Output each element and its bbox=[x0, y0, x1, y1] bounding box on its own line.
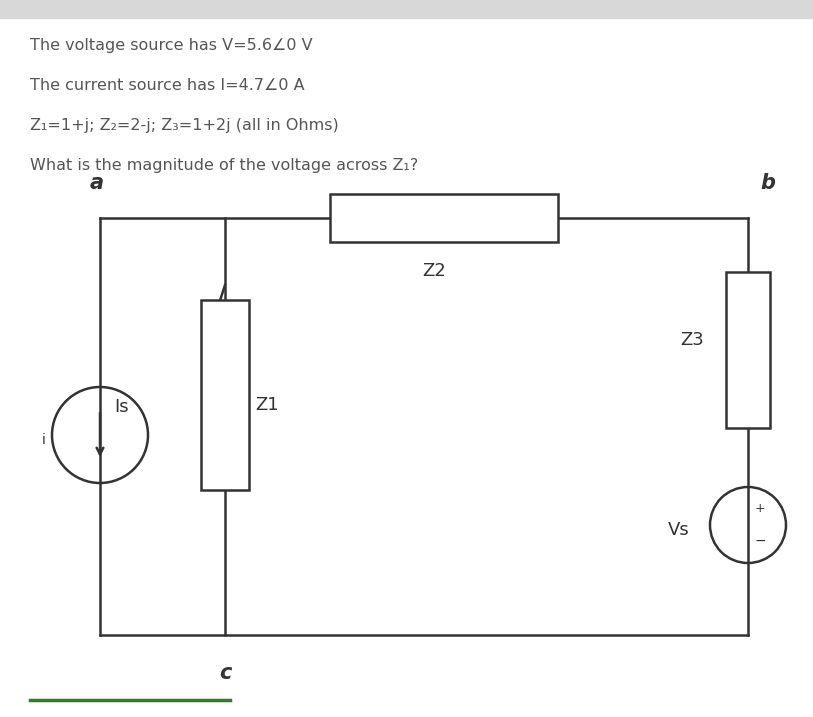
Text: −: − bbox=[754, 534, 766, 548]
Text: The voltage source has V=5.6∠0 V: The voltage source has V=5.6∠0 V bbox=[30, 38, 313, 53]
Text: Z₁=1+j; Z₂=2-j; Z₃=1+2j (all in Ohms): Z₁=1+j; Z₂=2-j; Z₃=1+2j (all in Ohms) bbox=[30, 118, 339, 133]
Text: Vs: Vs bbox=[668, 521, 689, 539]
Bar bbox=[330, 194, 558, 242]
Text: Is: Is bbox=[114, 398, 128, 416]
Text: c: c bbox=[219, 663, 231, 683]
Bar bbox=[201, 300, 249, 490]
Text: The current source has I=4.7∠0 A: The current source has I=4.7∠0 A bbox=[30, 78, 305, 93]
Text: b: b bbox=[760, 173, 775, 193]
Text: Z2: Z2 bbox=[422, 262, 446, 280]
Bar bbox=[0, 0, 813, 18]
Text: What is the magnitude of the voltage across Z₁?: What is the magnitude of the voltage acr… bbox=[30, 158, 418, 173]
Bar bbox=[726, 272, 770, 428]
Text: a: a bbox=[90, 173, 104, 193]
Text: Z3: Z3 bbox=[680, 331, 704, 349]
Text: i: i bbox=[42, 433, 46, 447]
Text: +: + bbox=[754, 503, 765, 516]
Text: Z1: Z1 bbox=[255, 396, 279, 414]
